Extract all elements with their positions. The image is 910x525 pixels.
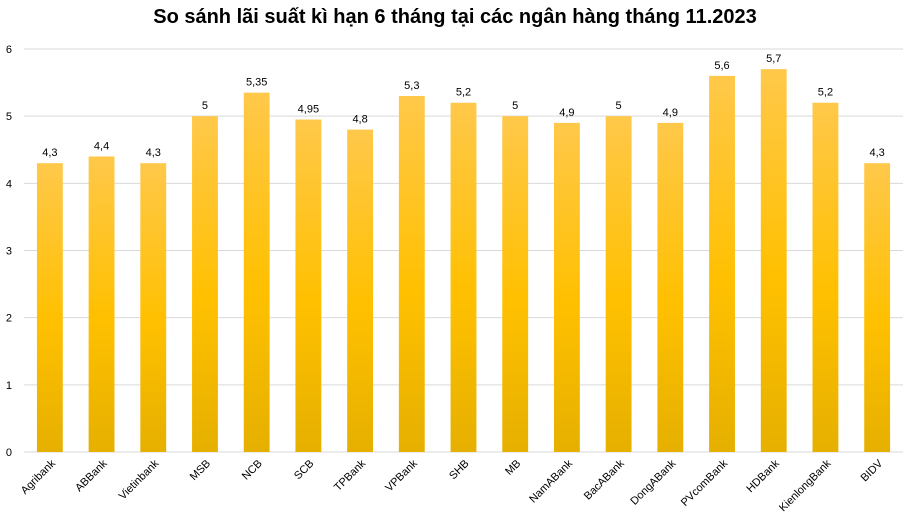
bar-abbank	[88, 156, 115, 452]
x-tick-label-bacabank: BacABank	[582, 457, 627, 502]
y-tick-label: 3	[6, 246, 12, 258]
bar-shb	[450, 102, 477, 452]
x-tick-label-kienlongbank: KienlongBank	[777, 457, 834, 514]
bar-bacabank	[605, 116, 632, 453]
bar-dongabank	[657, 122, 684, 452]
x-tick-label-hdbank: HDBank	[744, 457, 782, 495]
x-tick-label-mb: MB	[503, 458, 523, 478]
y-tick-label: 1	[6, 380, 12, 392]
x-tick-label-namabank: NamABank	[527, 457, 575, 505]
bar-hdbank	[760, 69, 787, 453]
x-tick-label-bidv: BIDV	[859, 457, 886, 484]
y-tick-label: 4	[6, 178, 12, 190]
data-label-agribank: 4,3	[42, 147, 57, 159]
x-tick-label-scb: SCB	[292, 458, 316, 482]
data-label-namabank: 4,9	[559, 107, 574, 119]
chart-title: So sánh lãi suất kì hạn 6 tháng tại các …	[153, 6, 757, 28]
data-label-vpbank: 5,3	[404, 80, 419, 92]
bar-msb	[192, 116, 218, 453]
x-axis-categories: Agribank ABBank Vietinbank MSB NCB SCB TPBank V…	[19, 457, 886, 514]
bar-scb	[295, 119, 322, 453]
data-label-bidv: 4,3	[869, 147, 884, 159]
x-tick-label-msb: MSB	[188, 458, 213, 483]
data-label-scb: 4,95	[298, 104, 319, 116]
bar-pvcombank	[709, 75, 735, 452]
data-label-kienlongbank: 5,2	[818, 87, 833, 99]
data-label-dongabank: 4,9	[663, 107, 678, 119]
bars	[36, 69, 891, 453]
y-tick-label: 6	[6, 44, 12, 56]
x-tick-label-pvcombank: PVcomBank	[679, 457, 731, 509]
data-label-shb: 5,2	[456, 87, 471, 99]
bar-namabank	[553, 122, 580, 452]
bar-tpbank	[347, 129, 374, 452]
x-tick-label-vietinbank: Vietinbank	[117, 457, 162, 502]
bar-vpbank	[398, 96, 425, 453]
y-tick-label: 5	[6, 111, 12, 123]
bar-bidv	[864, 163, 891, 452]
data-labels: 4,34,44,355,354,954,85,35,254,954,95,65,…	[42, 53, 885, 159]
bar-kienlongbank	[812, 102, 839, 452]
x-tick-label-abbank: ABBank	[73, 457, 110, 494]
data-label-bacabank: 5	[616, 100, 622, 112]
x-tick-label-ncb: NCB	[240, 458, 265, 483]
y-axis-ticks: 0 1 2 3 4 5 6	[6, 44, 12, 459]
data-label-mb: 5	[512, 100, 518, 112]
x-tick-label-tpbank: TPBank	[332, 457, 369, 494]
data-label-hdbank: 5,7	[766, 53, 781, 65]
bar-mb	[502, 116, 529, 453]
y-tick-label: 0	[6, 447, 12, 459]
x-tick-label-dongabank: DongABank	[628, 457, 678, 507]
data-label-vietinbank: 4,3	[146, 147, 161, 159]
bar-agribank	[36, 163, 63, 452]
x-tick-label-agribank: Agribank	[19, 457, 59, 497]
x-tick-label-shb: SHB	[447, 458, 471, 482]
y-tick-label: 2	[6, 313, 12, 325]
data-label-tpbank: 4,8	[352, 114, 367, 126]
x-tick-label-vpbank: VPBank	[383, 457, 420, 494]
bar-ncb	[243, 92, 270, 453]
data-label-pvcombank: 5,6	[714, 60, 729, 72]
data-label-msb: 5	[202, 100, 208, 112]
data-label-abbank: 4,4	[94, 140, 109, 152]
bar-vietinbank	[140, 163, 167, 452]
data-label-ncb: 5,35	[246, 77, 267, 89]
